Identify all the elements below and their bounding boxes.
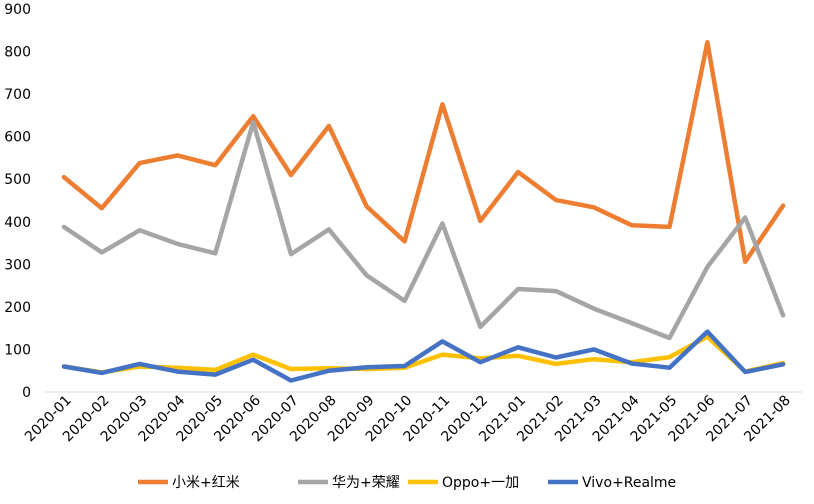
legend: 小米+红米 华为+荣耀 Oppo+一加 Vivo+Realme bbox=[138, 475, 676, 491]
legend-label: 华为+荣耀 bbox=[332, 475, 400, 491]
y-tick-label: 200 bbox=[4, 300, 31, 316]
legend-label: Oppo+一加 bbox=[442, 475, 519, 491]
legend-label: 小米+红米 bbox=[172, 475, 240, 491]
series-layer bbox=[61, 39, 786, 383]
y-tick-label: 600 bbox=[4, 130, 31, 146]
y-tick-label: 700 bbox=[4, 87, 31, 103]
y-tick-label: 300 bbox=[4, 257, 31, 273]
y-tick-label: 400 bbox=[4, 215, 31, 231]
y-tick-label: 0 bbox=[22, 385, 31, 401]
series-line-0 bbox=[61, 39, 786, 265]
y-axis: 0 100 200 300 400 500 600 700 800 900 bbox=[4, 2, 31, 401]
x-axis: 2020-012020-022020-032020-042020-052020-… bbox=[22, 391, 802, 445]
legend-label: Vivo+Realme bbox=[582, 475, 676, 491]
series-line-2 bbox=[61, 334, 786, 375]
series-line-3 bbox=[61, 329, 786, 383]
y-tick-label: 500 bbox=[4, 172, 31, 188]
y-tick-label: 800 bbox=[4, 45, 31, 61]
y-tick-label: 100 bbox=[4, 342, 31, 358]
y-tick-label: 900 bbox=[4, 2, 31, 18]
series-line-1 bbox=[61, 119, 786, 341]
